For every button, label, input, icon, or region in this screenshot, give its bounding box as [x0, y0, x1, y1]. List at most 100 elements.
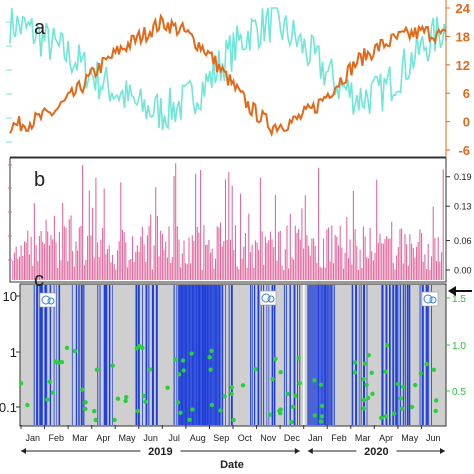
event-bar: [151, 285, 154, 425]
event-bar: [108, 285, 111, 425]
event-bar: [363, 285, 365, 425]
data-point: [94, 367, 100, 372]
event-bar: [260, 285, 262, 425]
tick-label: 18: [456, 29, 470, 44]
event-bar: [351, 285, 354, 425]
event-bar: [75, 285, 78, 425]
data-point: [273, 356, 278, 362]
data-point: [413, 382, 418, 388]
data-point: [165, 385, 170, 390]
data-point: [25, 402, 30, 408]
data-point: [50, 390, 56, 395]
panel-c-right-ticks: 0.5 1.0 1.5: [446, 294, 466, 398]
event-bar: [263, 285, 265, 425]
event-bar: [103, 285, 106, 425]
year-arrow-head: [440, 448, 445, 454]
event-bar: [44, 285, 47, 425]
year-arrow-head: [294, 448, 300, 454]
panel-a-label: a: [34, 17, 46, 39]
data-point: [285, 391, 290, 397]
data-point: [318, 419, 324, 424]
data-point: [364, 382, 369, 388]
event-bar: [228, 285, 230, 425]
data-point: [352, 370, 358, 375]
data-point: [400, 384, 406, 390]
event-bar: [397, 285, 399, 425]
data-point: [399, 406, 405, 411]
data-point: [418, 371, 423, 376]
event-bar: [71, 285, 73, 425]
event-bar: [221, 285, 224, 425]
panel-c: [18, 285, 439, 425]
month-label: Jan: [308, 433, 323, 443]
event-bar: [431, 285, 432, 425]
tick-label: 0: [463, 115, 470, 130]
data-point: [72, 348, 78, 354]
event-bar: [425, 285, 428, 425]
data-point: [110, 363, 115, 368]
month-label: Sep: [213, 433, 229, 443]
event-bar: [99, 285, 101, 425]
event-bar: [273, 285, 276, 425]
data-point: [80, 387, 85, 392]
event-bar: [333, 285, 335, 425]
event-bar: [173, 285, 175, 425]
month-label: Dec: [284, 433, 301, 443]
panel-a-right-ticks: -6 0 6 12 18 24: [446, 1, 471, 158]
event-bar: [155, 285, 158, 425]
data-point: [312, 413, 318, 418]
event-bar: [381, 285, 384, 425]
data-point: [253, 367, 258, 372]
data-point: [370, 391, 375, 396]
data-point: [319, 414, 325, 419]
event-bar: [395, 285, 398, 425]
data-point: [83, 406, 88, 412]
event-bar: [80, 285, 83, 425]
event-bar-block: [177, 285, 221, 425]
data-point: [231, 417, 236, 423]
data-point: [148, 367, 153, 372]
series-line-cyan: [9, 7, 447, 131]
event-bar: [358, 285, 360, 425]
data-point: [187, 417, 192, 422]
event-bar: [58, 285, 61, 425]
data-point: [297, 381, 302, 386]
data-point: [190, 407, 195, 412]
tick-label: 10: [3, 289, 17, 304]
data-point: [180, 358, 186, 363]
event-bar: [39, 285, 42, 425]
event-bar: [402, 285, 404, 425]
event-bar: [145, 285, 148, 425]
data-point: [361, 377, 366, 382]
data-point: [278, 370, 283, 375]
event-bar: [404, 285, 406, 425]
data-point: [392, 411, 397, 416]
event-bar: [428, 285, 430, 425]
tick-label: 12: [456, 58, 470, 73]
event-bar: [297, 285, 298, 425]
data-point: [181, 368, 186, 373]
panel-b-right-ticks: 0.00 0.06 0.13 0.19: [446, 172, 472, 276]
tick-label: 0.13: [454, 202, 472, 212]
month-label: Jan: [26, 433, 41, 443]
month-label: Oct: [238, 433, 253, 443]
data-point: [378, 415, 384, 421]
data-point: [134, 346, 139, 351]
panel-a: [6, 7, 447, 143]
cloud-icon: [39, 292, 57, 308]
event-bar: [285, 285, 287, 425]
data-point: [172, 357, 178, 362]
data-point: [366, 353, 371, 358]
data-point: [92, 408, 97, 414]
event-bar: [53, 285, 55, 425]
data-point: [434, 398, 439, 403]
tick-label: 0.00: [454, 266, 472, 276]
event-bar: [83, 285, 85, 425]
tick-label: -6: [458, 143, 470, 158]
year-arrow-head: [307, 448, 313, 454]
data-point: [369, 370, 374, 375]
event-bar: [289, 285, 291, 425]
data-point: [229, 385, 234, 390]
data-point: [290, 404, 296, 409]
data-point: [218, 408, 223, 413]
